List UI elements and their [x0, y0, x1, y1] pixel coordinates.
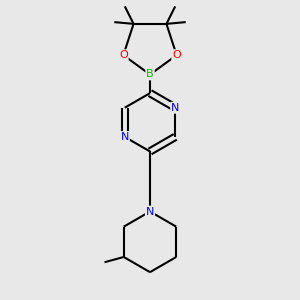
Text: N: N — [121, 132, 129, 142]
Text: N: N — [146, 206, 154, 217]
Text: O: O — [172, 50, 181, 60]
Text: O: O — [119, 50, 128, 60]
Text: N: N — [171, 103, 179, 113]
Text: B: B — [146, 70, 154, 80]
